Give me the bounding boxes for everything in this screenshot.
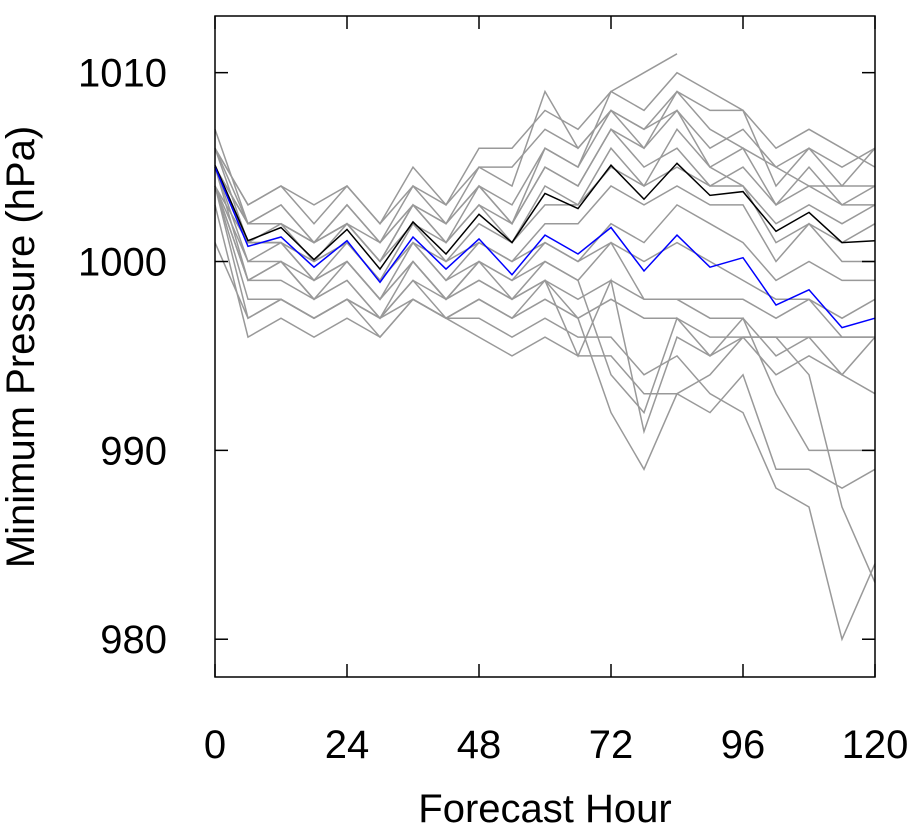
y-axis-title: Minimum Pressure (hPa) [0, 126, 43, 568]
x-tick-label: 120 [842, 723, 909, 767]
member-line-18 [214, 109, 876, 244]
y-tick-label: 1000 [78, 241, 167, 285]
member-line-12 [214, 185, 876, 642]
x-tick-label: 0 [204, 723, 226, 767]
y-tick-label: 990 [100, 429, 167, 473]
member-line-7 [214, 185, 875, 282]
series-layer [214, 53, 876, 642]
member-line-15 [214, 242, 876, 583]
y-tick-label: 980 [100, 618, 167, 662]
member-line-1 [214, 71, 876, 225]
member-line-17 [214, 166, 875, 338]
plot-frame [214, 15, 876, 678]
y-tick-label: 1010 [78, 52, 167, 96]
x-tick-label: 72 [589, 723, 634, 767]
member-line-16 [214, 185, 876, 415]
x-axis-title: Forecast Hour [418, 787, 671, 827]
member-line-11 [214, 185, 876, 395]
member-line-19 [214, 90, 876, 225]
x-tick-label: 24 [325, 723, 370, 767]
x-tick-label: 48 [457, 723, 502, 767]
member-line-6 [214, 166, 876, 263]
control-line [214, 166, 876, 329]
ticks-layer: 0 24 48 72 96 120 980 990 1000 1010 [78, 16, 908, 767]
ensemble-mean-line [214, 162, 876, 271]
x-tick-label: 96 [721, 723, 766, 767]
member-line-20 [214, 128, 875, 244]
